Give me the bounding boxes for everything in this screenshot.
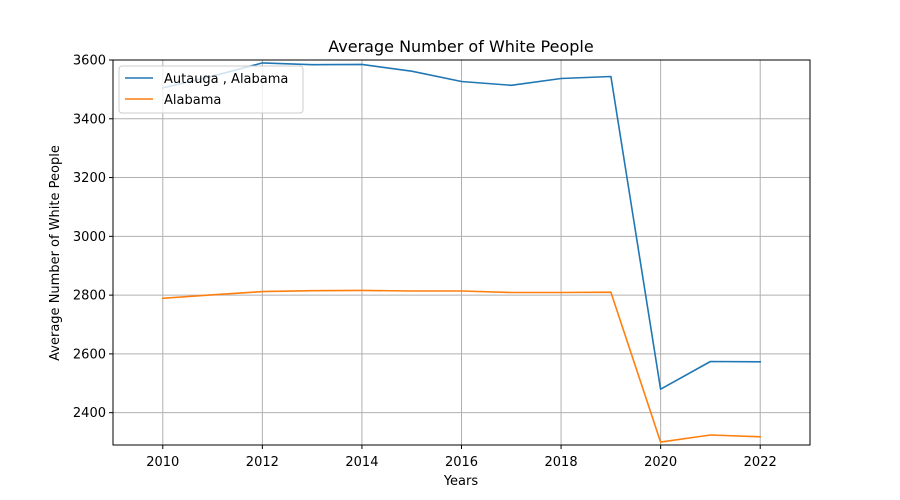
y-tick-label: 2400 bbox=[73, 406, 106, 421]
y-tick-label: 3400 bbox=[73, 112, 106, 127]
x-axis-title: Years bbox=[443, 474, 479, 489]
legend-label: Alabama bbox=[164, 93, 221, 108]
y-tick-label: 3600 bbox=[73, 54, 106, 69]
x-tick-label: 2014 bbox=[345, 455, 378, 470]
x-tick-label: 2020 bbox=[644, 455, 677, 470]
series-line-1 bbox=[161, 289, 762, 443]
series-lines bbox=[161, 62, 762, 443]
legend-box bbox=[118, 65, 304, 114]
x-tick-label: 2010 bbox=[146, 455, 179, 470]
x-tick-label: 2022 bbox=[744, 455, 777, 470]
legend: Autauga , Alabama Alabama bbox=[118, 65, 304, 114]
y-axis: 2400 2600 2800 3000 3200 3400 3600 bbox=[73, 54, 113, 421]
x-tick-label: 2012 bbox=[246, 455, 279, 470]
legend-label: Autauga , Alabama bbox=[164, 72, 288, 87]
y-tick-label: 3200 bbox=[73, 171, 106, 186]
y-axis-title: Average Number of White People bbox=[48, 145, 63, 361]
x-tick-label: 2018 bbox=[545, 455, 578, 470]
y-tick-label: 2800 bbox=[73, 289, 106, 304]
y-tick-label: 2600 bbox=[73, 347, 106, 362]
chart-title: Average Number of White People bbox=[328, 37, 593, 56]
series-line-0 bbox=[161, 62, 762, 391]
y-tick-label: 3000 bbox=[73, 230, 106, 245]
x-axis: 2010 2012 2014 2016 2018 2020 2022 bbox=[146, 445, 777, 470]
x-tick-label: 2016 bbox=[445, 455, 478, 470]
